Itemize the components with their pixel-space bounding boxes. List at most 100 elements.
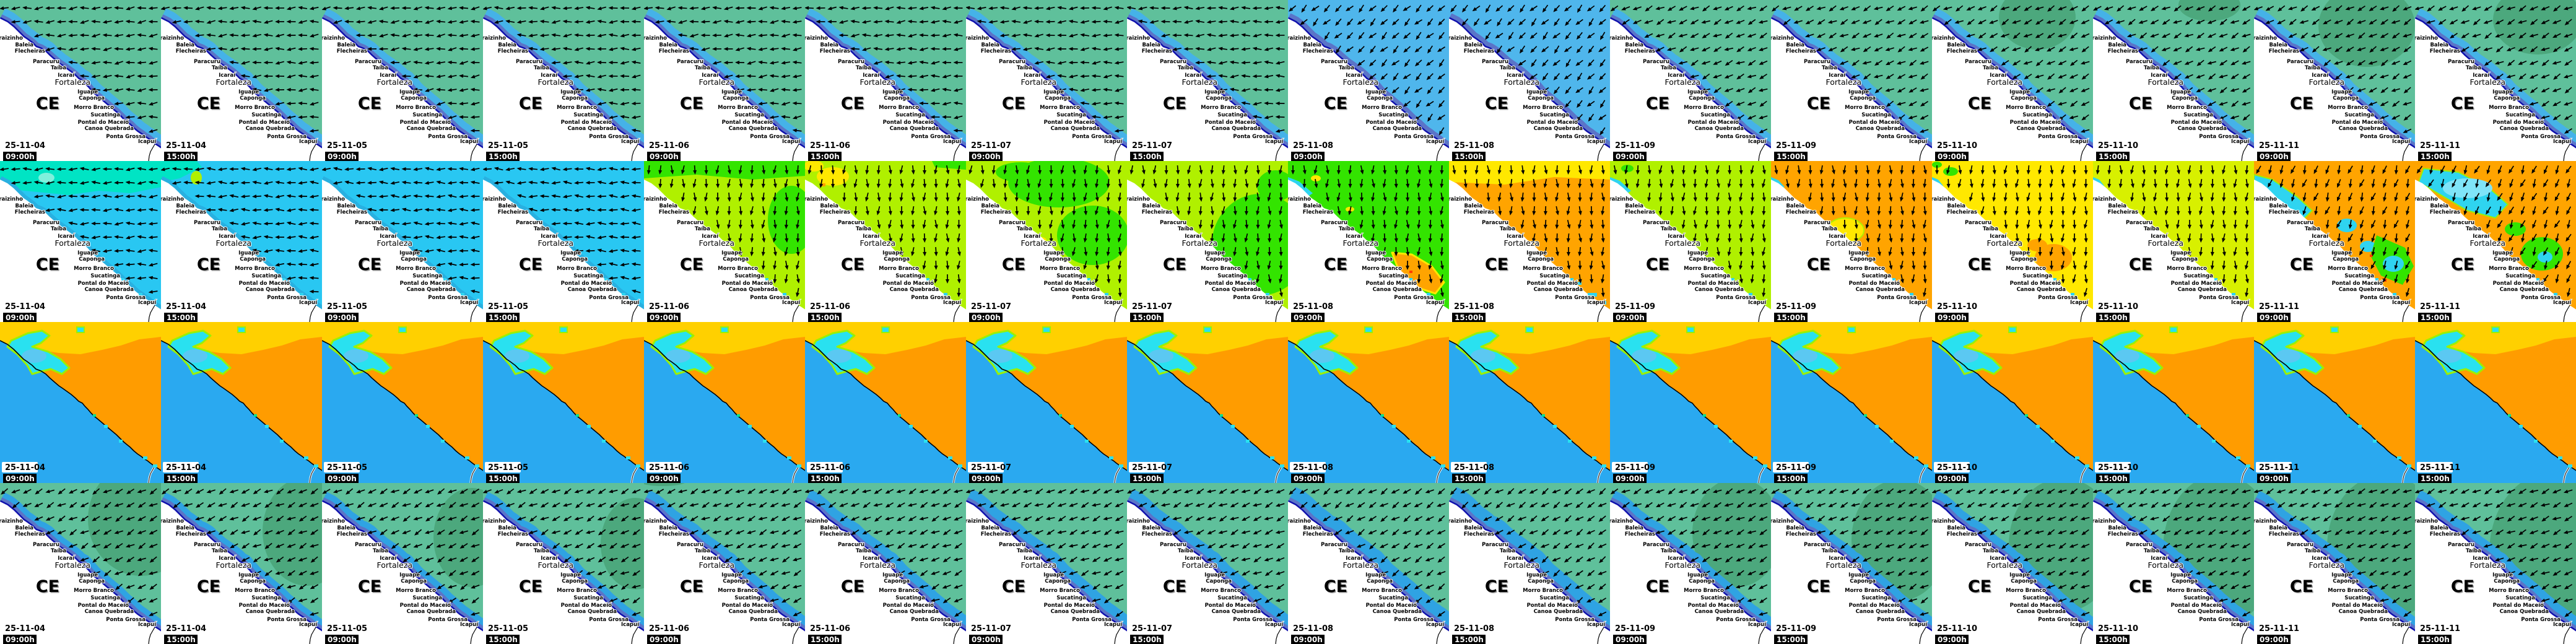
- place-label: Taíba: [1017, 226, 1032, 232]
- date-box: [1612, 462, 1648, 472]
- place-label: Morro Branco: [1040, 105, 1080, 111]
- place-label: Caponga: [2172, 95, 2198, 102]
- date-box: [1290, 623, 1326, 633]
- map-tile-row-1-col14: IcaraizinhoBaleiaFlecheiras ParacuruTaíba…: [2093, 0, 2254, 161]
- place-label: Caponga: [2494, 578, 2520, 585]
- wind-arrows: [161, 488, 319, 616]
- place-label: Icapuí: [782, 300, 801, 306]
- time-box: [1613, 635, 1647, 644]
- date-box: [1290, 301, 1326, 311]
- place-labels: IcaraizinhoBaleiaFlecheiras ParacuruTaíba…: [644, 35, 801, 146]
- place-label: Taíba: [1983, 548, 1998, 554]
- place-label: Taíba: [534, 65, 549, 71]
- place-label: Baleia: [659, 203, 677, 209]
- place-label: Taíba: [1661, 65, 1676, 71]
- place-label: Caponga: [723, 256, 749, 263]
- place-label: Pontal do Maceió: [1205, 119, 1256, 126]
- place-label: Iguape: [77, 572, 98, 578]
- place-label: Caponga: [79, 95, 105, 102]
- place-label: Pontal do Maceió: [2332, 602, 2383, 609]
- time-box: [1774, 635, 1808, 644]
- place-label: Caponga: [401, 578, 427, 585]
- place-label: Morro Branco: [1362, 588, 1402, 594]
- state-boundary-line: [309, 305, 316, 322]
- state-boundary-line: [1275, 466, 1282, 483]
- timestamp-time: 15:00h: [2421, 635, 2450, 644]
- place-label: Icaraí: [1024, 233, 1041, 240]
- state-boundary-line: [309, 466, 316, 483]
- map-tile-row-1-col2: IcaraizinhoBaleiaFlecheiras ParacuruTaíba…: [161, 0, 322, 161]
- inshore-zone: [322, 341, 483, 483]
- state-label: CE: [1163, 577, 1186, 596]
- place-label: Paracuru: [355, 59, 381, 65]
- time-box: [1130, 635, 1164, 644]
- state-label: CE: [2451, 94, 2474, 113]
- place-label: Pontal do Maceió: [400, 602, 451, 609]
- timestamp-date: 25-11-10: [1937, 463, 1977, 472]
- wind-arrows: [0, 167, 158, 294]
- place-label: Ponta Grossa: [911, 295, 951, 301]
- state-boundary-line: [148, 627, 155, 644]
- place-label: Flecheiras: [15, 531, 45, 537]
- place-label: Morro Branco: [2167, 266, 2207, 272]
- place-label: Baleia: [1947, 42, 1965, 48]
- place-label: Baleia: [1786, 203, 1804, 209]
- place-label: Morro Branco: [879, 266, 919, 272]
- place-label: Morro Branco: [1845, 266, 1885, 272]
- place-label: Ponta Grossa: [1072, 134, 1112, 140]
- place-label: Flecheiras: [498, 48, 528, 54]
- place-label: Ponta Grossa: [911, 617, 951, 623]
- coastline: [322, 340, 483, 471]
- place-label: Fortaleza: [538, 560, 573, 570]
- state-label: CE: [36, 577, 59, 596]
- map-tile-row-4-col16: IcaraizinhoBaleiaFlecheiras ParacuruTaíba…: [2415, 483, 2576, 644]
- place-label: Fortaleza: [1665, 560, 1700, 570]
- place-label: Flecheiras: [337, 209, 367, 215]
- state-boundary-line: [1275, 305, 1282, 322]
- place-label: Icaraizinho: [644, 35, 667, 41]
- state-label-shadow: CE: [1969, 578, 1992, 598]
- state-boundary-line: [631, 305, 638, 322]
- date-box: [1129, 462, 1165, 472]
- place-label: Flecheiras: [2108, 48, 2138, 54]
- place-label: Iguape: [2170, 572, 2191, 578]
- land-area: [1771, 19, 1932, 161]
- place-label: Baleia: [1625, 203, 1643, 209]
- wind-arrows: [805, 488, 963, 617]
- state-boundary-line: [1114, 627, 1121, 644]
- place-label: Baleia: [2430, 203, 2448, 209]
- wind-arrows: [1774, 165, 1927, 297]
- timestamp-time: 09:00h: [1294, 474, 1323, 483]
- timestamp-date: 25-11-05: [327, 624, 367, 633]
- place-label: Icaraizinho: [322, 35, 345, 41]
- place-label: Baleia: [1786, 525, 1804, 531]
- state-label-shadow: CE: [1969, 95, 1992, 115]
- place-labels: IcaraizinhoBaleiaFlecheiras ParacuruTaíba…: [1127, 518, 1284, 629]
- place-label: Pontal do Maceió: [1849, 280, 1900, 287]
- place-label: Canoa Quebrada: [246, 126, 295, 132]
- state-boundary-line: [1436, 144, 1443, 161]
- place-label: Icaraí: [1507, 555, 1524, 562]
- state-boundary-line: [1919, 305, 1926, 322]
- timestamp-time: 15:00h: [811, 474, 840, 483]
- place-label: Canoa Quebrada: [1373, 287, 1422, 293]
- state-label-shadow: CE: [2130, 256, 2153, 276]
- place-labels: IcaraizinhoBaleiaFlecheiras ParacuruTaíba…: [2415, 196, 2572, 307]
- place-label: Canoa Quebrada: [1856, 609, 1905, 615]
- place-label: Morro Branco: [74, 105, 114, 111]
- state-boundary-line: [1758, 627, 1765, 644]
- time-box: [2257, 635, 2291, 644]
- place-label: Flecheiras: [1464, 48, 1494, 54]
- state-label-shadow: CE: [1164, 95, 1187, 115]
- wind-arrows: [2095, 165, 2249, 297]
- land-area: [2093, 502, 2254, 644]
- date-box: [807, 462, 843, 472]
- place-label: Baleia: [820, 203, 838, 209]
- map-tile-row-3-col13: 25-11-10 09:00h: [1932, 322, 2093, 483]
- time-box: [2418, 474, 2452, 483]
- place-label: Caponga: [2011, 256, 2037, 263]
- state-label: CE: [358, 577, 381, 596]
- land-area: [2415, 502, 2576, 644]
- state-label: CE: [1324, 94, 1347, 113]
- place-label: Icaraí: [541, 72, 558, 79]
